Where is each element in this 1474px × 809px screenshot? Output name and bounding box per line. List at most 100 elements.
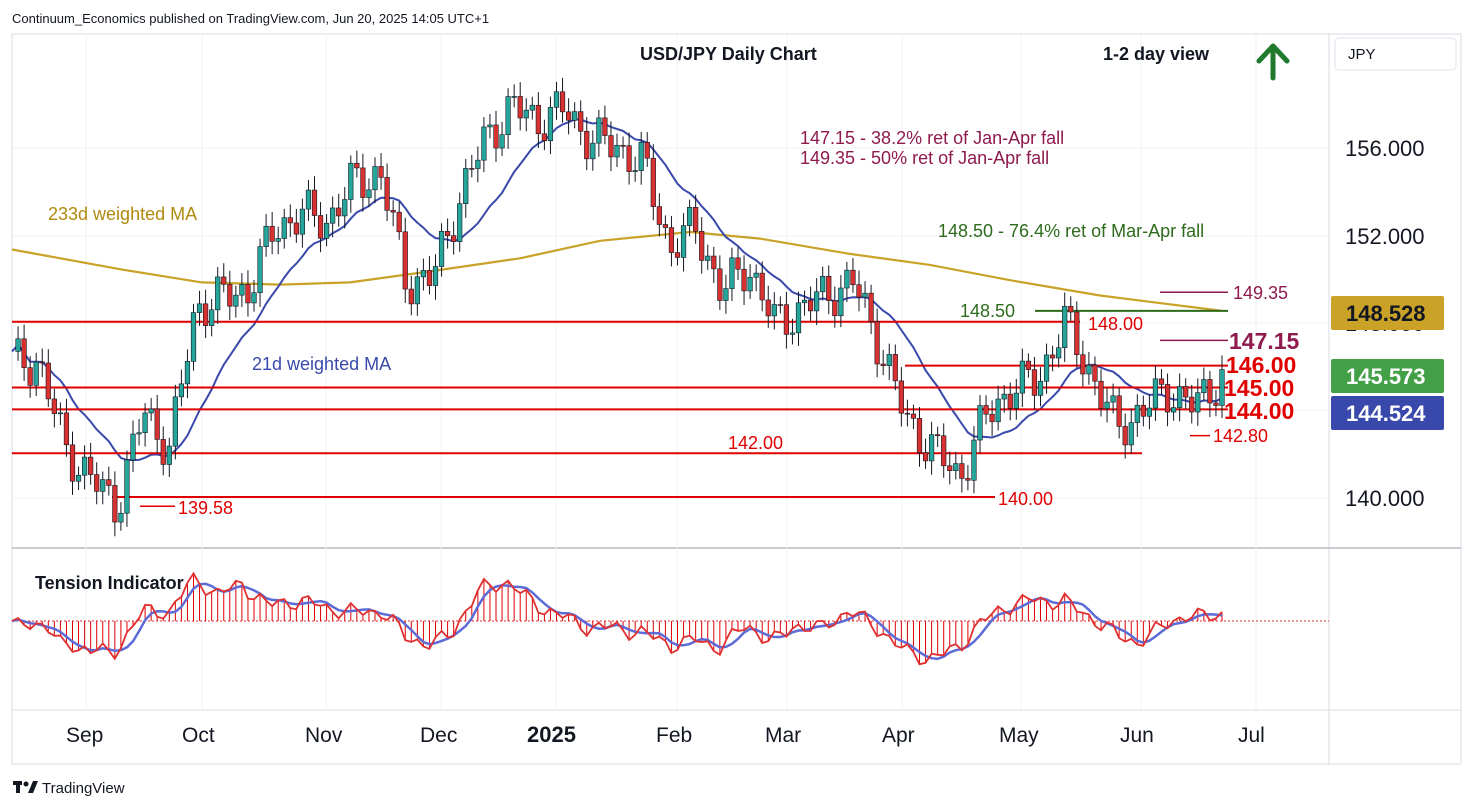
candle-body [1195,392,1201,413]
candle-body [850,269,856,286]
ma233-line [11,230,1223,312]
candle-body [269,225,275,242]
currency-label: JPY [1348,46,1376,63]
candle-body [203,303,209,326]
candle-body [1201,379,1207,393]
candle-body [51,398,57,414]
candle-body [632,170,638,172]
candle-body [735,257,741,270]
candle-body [1074,311,1080,356]
level-label-140-00: 140.00 [998,489,1053,509]
candle-body [547,107,554,142]
candle-body [311,189,318,216]
publisher-line: Continuum_Economics published on Trading… [12,11,489,26]
candle-body [221,276,227,285]
candle-body [1116,395,1122,427]
candle-body [935,434,941,437]
candle-body [420,270,427,278]
candle-body [1110,395,1116,403]
level-label-139-58: 139.58 [178,498,233,518]
level-label-146-00: 146.00 [1226,352,1296,378]
candle-body [638,141,644,171]
candle-body [668,227,675,253]
candle-body [1025,360,1031,370]
candle-body [608,135,614,158]
candle-body [1031,369,1038,396]
candle-body [699,231,705,261]
candle-body [898,380,904,414]
candle-body [807,299,814,312]
candle-body [1001,393,1007,400]
candle-body [451,235,457,242]
candle-body [245,284,251,304]
candle-body [94,474,100,492]
candle-body [475,159,481,169]
candle-body [656,206,662,225]
candle-body [75,474,82,482]
currency-selector[interactable] [1334,37,1457,71]
candle-body [463,168,469,204]
y-tick-156: 156.000 [1345,136,1425,161]
indicator-line [11,571,1223,666]
candle-body [1164,384,1171,413]
candle-body [753,272,759,278]
candle-body [928,434,935,462]
candle-body [1128,422,1134,446]
view-label: 1-2 day view [1103,44,1210,64]
candle-body [263,225,269,247]
candle-body [457,203,463,242]
candle-body [596,117,602,144]
candle-body [759,272,765,301]
candle-body [432,266,439,286]
candle-body [293,222,299,235]
candle-body [215,276,221,311]
candle-body [1171,407,1177,413]
candle-body [1219,369,1225,406]
candle-body [953,463,959,472]
candle-body [438,231,445,267]
candle-body [856,284,862,298]
candle-body [711,255,717,270]
candle-body [947,465,953,472]
candle-body [686,207,693,226]
candle-body [178,383,185,398]
candle-body [1213,402,1219,406]
candle-body [390,210,396,213]
candle-body [360,167,366,198]
candle-body [723,288,729,301]
candle-body [747,276,753,292]
candle-body [874,321,880,365]
grid [12,34,1329,710]
candle-body [330,207,336,224]
fib-50-label: 149.35 - 50% ret of Jan-Apr fall [800,148,1049,168]
ma21-line [11,118,1223,462]
candle-body [148,408,154,414]
candle-body [354,162,360,169]
candle-body [995,398,1001,423]
level-label-144-00: 144.00 [1224,398,1294,424]
candle-body [729,257,735,289]
candle-body [602,117,608,136]
candle-body [469,168,475,170]
candle-body [33,361,39,386]
candle-body [287,217,293,224]
candle-body [535,104,541,135]
candle-body [69,444,76,482]
candle-body [626,145,632,172]
candle-body [565,111,572,121]
candle-body [892,354,898,382]
candle-body [1177,386,1183,408]
candle-body [112,485,118,523]
candle-body [1013,392,1019,409]
candle-body [487,124,493,128]
candle-body [1062,306,1068,349]
candle-body [777,304,783,306]
candle-body [39,361,45,364]
candle-body [523,109,529,119]
svg-text:148.528: 148.528 [1346,301,1426,326]
candle-body [511,96,517,98]
y-tick-140: 140.000 [1345,486,1425,511]
candle-body [559,91,566,113]
x-tick-feb: Feb [656,724,692,747]
candle-body [1122,426,1128,446]
